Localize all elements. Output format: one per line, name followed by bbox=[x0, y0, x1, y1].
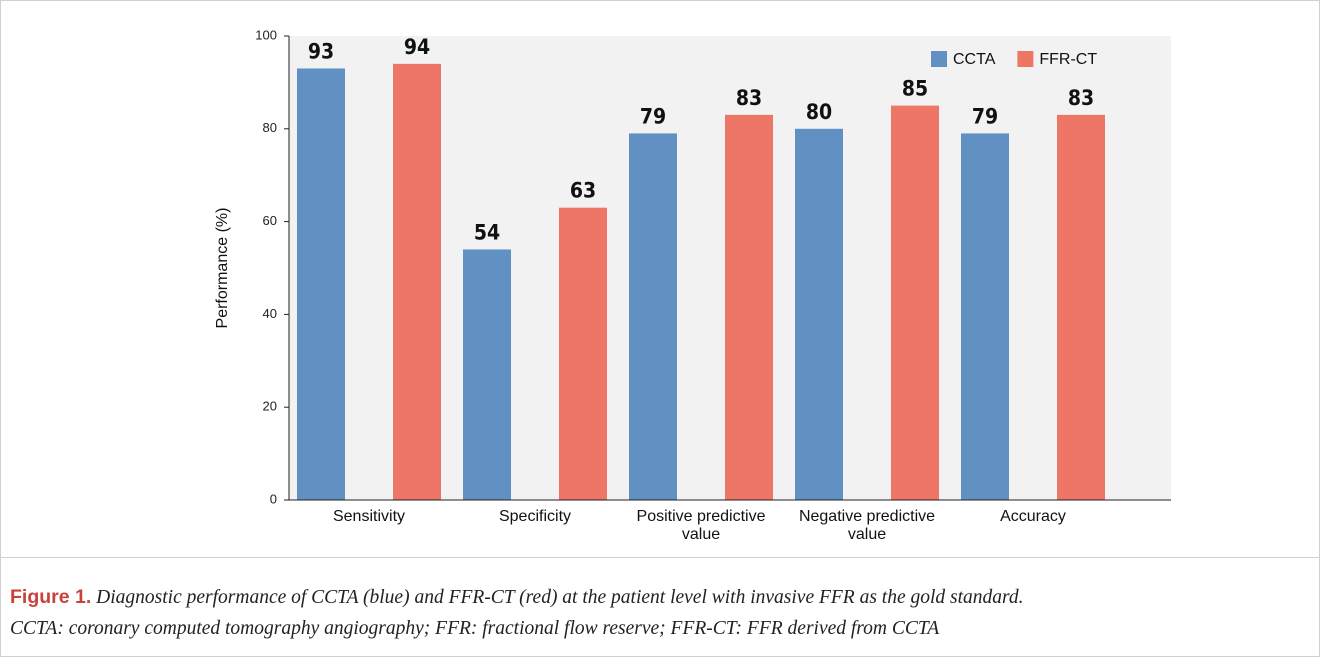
value-label: 94 bbox=[404, 35, 430, 59]
caption-label: Figure 1. bbox=[10, 586, 92, 608]
bar bbox=[891, 105, 939, 500]
bar bbox=[463, 249, 511, 500]
x-tick-label: Positive predictive value bbox=[636, 508, 766, 543]
y-tick-label: 40 bbox=[263, 306, 277, 321]
y-tick-label: 20 bbox=[263, 399, 277, 414]
y-axis-label: Performance (%) bbox=[214, 208, 231, 329]
legend-label: CCTA bbox=[953, 51, 996, 68]
value-label: 63 bbox=[570, 179, 596, 203]
value-label: 79 bbox=[972, 104, 998, 128]
value-label: 54 bbox=[474, 220, 500, 244]
caption: Figure 1. Diagnostic performance of CCTA… bbox=[1, 557, 1319, 656]
bar bbox=[559, 207, 607, 500]
bar bbox=[961, 133, 1009, 500]
bar bbox=[1057, 114, 1105, 500]
value-label: 79 bbox=[640, 104, 666, 128]
y-tick-label: 60 bbox=[263, 213, 277, 228]
caption-line: CCTA: coronary computed tomography angio… bbox=[10, 618, 940, 639]
legend-swatch bbox=[931, 51, 947, 67]
x-tick-label: Sensitivity bbox=[332, 508, 406, 525]
value-label: 83 bbox=[1068, 86, 1094, 110]
value-label: 83 bbox=[736, 86, 762, 110]
legend-swatch bbox=[1017, 51, 1034, 67]
caption-text: Diagnostic performance of CCTA (blue) an… bbox=[96, 587, 1024, 608]
chart: Performance (%) 0 20 40 60 80 100 93 94 54 63 79 83… bbox=[214, 27, 1171, 506]
y-tick-label: 80 bbox=[263, 120, 277, 135]
x-tick-label: Negative predictive value bbox=[798, 508, 936, 543]
y-tick-label: 0 bbox=[270, 491, 277, 506]
bar bbox=[393, 63, 441, 501]
x-tick-label: Specificity bbox=[498, 508, 572, 525]
bar bbox=[725, 114, 773, 500]
caption-line: Figure 1. Diagnostic performance of CCTA… bbox=[10, 586, 1024, 609]
x-tick-label: Accuracy bbox=[1000, 508, 1066, 525]
y-tick-label: 100 bbox=[255, 27, 277, 42]
value-label: 80 bbox=[806, 100, 832, 124]
bar bbox=[297, 68, 345, 500]
value-label: 93 bbox=[308, 39, 334, 63]
legend-label: FFR-CT bbox=[1039, 51, 1097, 68]
bar bbox=[629, 133, 677, 500]
bar bbox=[795, 128, 843, 501]
value-label: 85 bbox=[902, 77, 928, 101]
